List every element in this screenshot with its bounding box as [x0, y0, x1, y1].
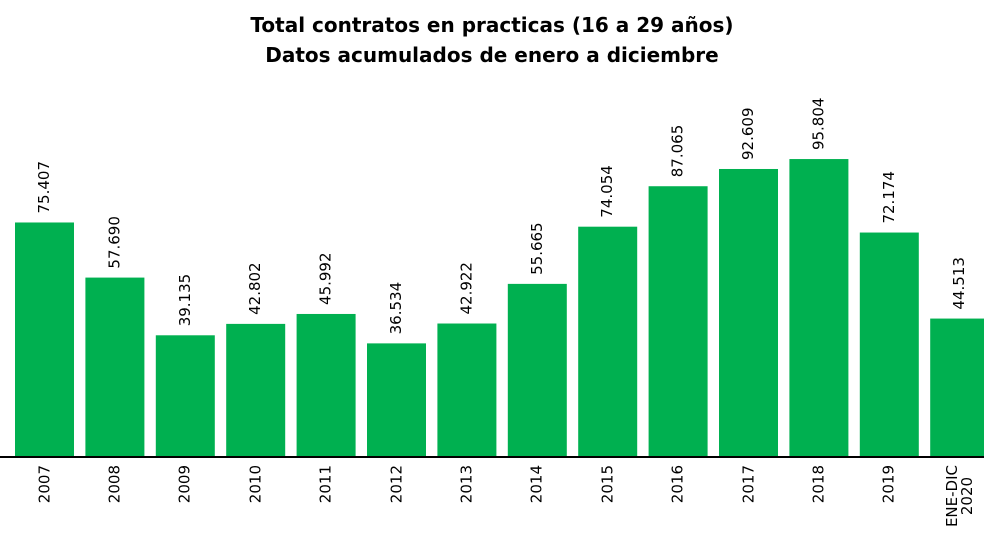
bar: [85, 277, 145, 457]
bar: [859, 232, 919, 457]
value-label: 45.992: [317, 252, 335, 305]
x-tick-label: 2015: [598, 465, 617, 504]
value-label: 95.804: [809, 98, 827, 151]
bar: [367, 343, 426, 457]
bar: [789, 159, 849, 457]
bar: [648, 186, 708, 457]
x-tick-label: 2008: [105, 465, 124, 504]
x-tick-label: 2018: [809, 465, 828, 504]
value-label: 92.609: [739, 107, 757, 160]
x-tick-label: 2013: [457, 465, 476, 504]
chart-subtitle: Datos acumulados de enero a diciembre: [265, 43, 718, 67]
bar: [507, 283, 567, 457]
value-label: 42.802: [246, 262, 264, 315]
x-tick-label: 2009: [175, 465, 194, 504]
value-label: 74.054: [598, 165, 616, 218]
value-label: 57.690: [105, 216, 123, 269]
x-tick-label: 2012: [387, 465, 405, 504]
x-tick-label: 2014: [527, 465, 546, 504]
bar: [15, 222, 74, 457]
bar: [226, 323, 286, 457]
chart-title: Total contratos en practicas (16 a 29 añ…: [250, 13, 733, 37]
x-tick-label: 2017: [739, 465, 757, 504]
bar: [578, 226, 638, 457]
value-label: 87.065: [669, 125, 687, 178]
x-tick-label: 2010: [246, 465, 265, 504]
value-label: 72.174: [880, 171, 898, 224]
bar: [155, 335, 215, 457]
value-label: 39.135: [176, 274, 194, 327]
x-tick-label: 2007: [35, 465, 53, 504]
value-label: 42.922: [457, 262, 475, 315]
value-label: 75.407: [35, 161, 53, 214]
x-tick-label: 2016: [668, 465, 687, 504]
bar: [930, 318, 984, 457]
bar: [719, 168, 778, 457]
value-label: 55.665: [528, 222, 546, 275]
bar: [437, 323, 497, 457]
x-tick-label: 2019: [879, 465, 898, 504]
value-label: 36.534: [387, 282, 405, 335]
value-label: 44.513: [950, 257, 968, 310]
x-tick-label: ENE-DIC 2020: [942, 465, 976, 528]
x-tick-label: 2011: [316, 465, 335, 504]
bar: [296, 313, 356, 457]
